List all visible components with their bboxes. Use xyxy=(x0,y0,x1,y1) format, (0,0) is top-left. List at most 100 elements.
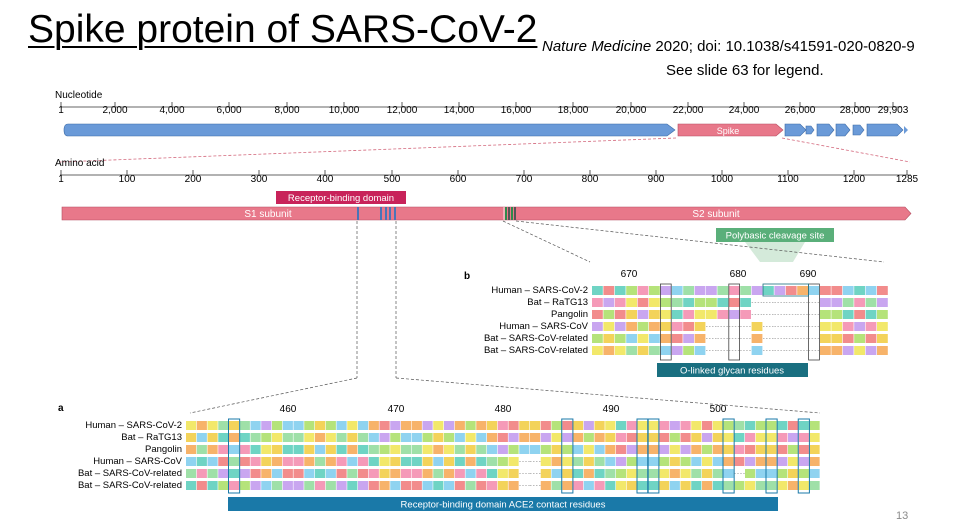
residue-cell xyxy=(454,433,465,442)
residue-cell xyxy=(728,298,740,307)
rbd-contact-stripe xyxy=(357,207,359,220)
residue-cell xyxy=(648,433,659,442)
residue-cell xyxy=(605,457,616,466)
nt-tick-label: 2,000 xyxy=(102,105,127,116)
residue-cell xyxy=(261,421,272,430)
orf10-gene-arrow xyxy=(904,126,908,134)
residue-cell xyxy=(487,481,498,490)
residue-cell xyxy=(820,322,831,331)
residue-cell xyxy=(751,346,763,355)
aa-tick-label: 1100 xyxy=(777,174,799,185)
residue-cell xyxy=(476,481,487,490)
residue-cell xyxy=(551,469,562,478)
amino-acid-label: Amino acid xyxy=(55,158,104,169)
residue-cell xyxy=(358,421,369,430)
residue-cell xyxy=(603,298,615,307)
residue-cell xyxy=(809,433,820,442)
residue-cell xyxy=(877,310,888,319)
panel-b-letter: b xyxy=(464,271,470,282)
residue-cell xyxy=(626,421,637,430)
residue-cell xyxy=(562,433,573,442)
residue-cell xyxy=(877,298,888,307)
residue-cell xyxy=(798,433,809,442)
ace2-contact-column xyxy=(647,418,660,494)
residue-cell xyxy=(594,421,605,430)
aa-tick-label: 900 xyxy=(648,174,665,185)
residue-cell xyxy=(745,445,756,454)
residue-cell xyxy=(728,286,740,295)
glycan-column-highlight xyxy=(808,283,820,361)
panel-a-positions: 460 470 480 490 500 xyxy=(280,404,727,415)
residue-cell xyxy=(433,421,444,430)
residue-cell xyxy=(755,445,766,454)
residue-cell xyxy=(671,298,683,307)
residue-cell xyxy=(239,421,250,430)
residue-cell xyxy=(583,457,594,466)
residue-cell xyxy=(186,433,197,442)
residue-cell xyxy=(250,469,261,478)
residue-cell xyxy=(583,433,594,442)
residue-cell xyxy=(809,421,820,430)
residue-cell xyxy=(573,421,584,430)
residue-cell xyxy=(207,421,218,430)
residue-cell xyxy=(614,334,626,343)
residue-cell xyxy=(282,433,293,442)
residue-cell xyxy=(186,457,197,466)
residue-cell xyxy=(433,457,444,466)
residue-cell xyxy=(540,469,551,478)
residue-cell xyxy=(637,481,648,490)
residue-cell xyxy=(433,433,444,442)
residue-cell xyxy=(336,469,347,478)
residue-cell xyxy=(683,346,694,355)
o-glycan-label: O-linked glycan residues xyxy=(680,366,784,377)
cleavage-site-stripe xyxy=(514,207,516,220)
residue-cell xyxy=(293,421,304,430)
residue-cell xyxy=(476,469,487,478)
residue-cell xyxy=(315,421,326,430)
residue-cell xyxy=(842,322,854,331)
residue-cell xyxy=(831,310,843,319)
residue-cell xyxy=(745,433,756,442)
residue-cell xyxy=(637,322,649,331)
residue-cell xyxy=(592,310,603,319)
residue-cell xyxy=(788,469,799,478)
residue-cell xyxy=(616,457,627,466)
residue-cell xyxy=(745,481,756,490)
residue-cell xyxy=(777,457,788,466)
residue-cell xyxy=(583,469,594,478)
residue-cell xyxy=(798,469,809,478)
residue-cell xyxy=(218,457,229,466)
residue-cell xyxy=(605,481,616,490)
residue-cell xyxy=(680,469,691,478)
residue-cell xyxy=(680,445,691,454)
residue-cell xyxy=(842,286,854,295)
residue-cell xyxy=(186,421,197,430)
residue-cell xyxy=(411,445,422,454)
residue-cell xyxy=(649,334,660,343)
residue-cell xyxy=(551,433,562,442)
residue-cell xyxy=(497,421,508,430)
residue-cell xyxy=(637,334,649,343)
residue-cell xyxy=(476,457,487,466)
cleavage-site-stripe xyxy=(505,207,507,220)
residue-cell xyxy=(261,433,272,442)
residue-cell xyxy=(433,481,444,490)
panel-b-row-labels: Human – SARS-CoV-2 Bat – RaTG13 Pangolin… xyxy=(484,285,589,356)
residue-cell xyxy=(728,310,740,319)
residue-cell xyxy=(390,481,401,490)
residue-cell xyxy=(717,286,729,295)
residue-cell xyxy=(465,481,476,490)
residue-cell xyxy=(315,433,326,442)
residue-cell xyxy=(497,457,508,466)
residue-cell xyxy=(723,481,734,490)
residue-cell xyxy=(325,457,336,466)
residue-cell xyxy=(680,421,691,430)
residue-cell xyxy=(785,286,797,295)
aa-tick-label: 700 xyxy=(516,174,533,185)
residue-cell xyxy=(347,445,358,454)
panel-b-positions: 670 680 690 xyxy=(621,269,817,280)
residue-cell xyxy=(809,457,820,466)
residue-cell xyxy=(755,457,766,466)
panel-a-position: 460 xyxy=(280,404,297,415)
residue-cell xyxy=(637,310,649,319)
